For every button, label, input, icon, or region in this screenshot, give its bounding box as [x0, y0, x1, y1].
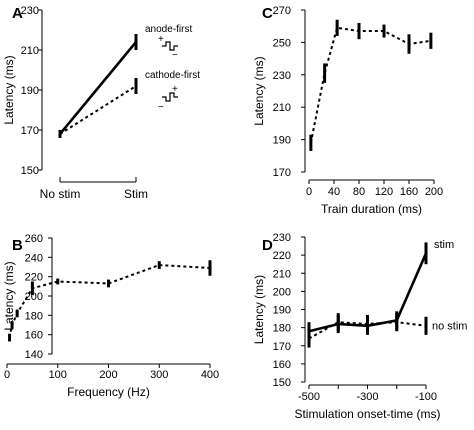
y-axis: 150 170 190 210 230 Latency (ms) — [2, 5, 43, 177]
x-axis: -500 -300 -100 Stimulation onset-time (ms) — [294, 384, 441, 421]
y-axis-label: Latency (ms) — [252, 56, 266, 125]
x-tick-label: 200 — [425, 186, 443, 198]
y-tick-label: 170 — [273, 167, 291, 179]
y-tick-label: 190 — [21, 85, 39, 97]
panel-letter: D — [262, 237, 273, 254]
plus-sign: + — [158, 34, 164, 45]
y-axis: 170 190 210 230 250 270 Latency (ms) — [252, 5, 306, 179]
x-tick-label: No stim — [40, 187, 81, 201]
series-anode-first — [58, 34, 138, 138]
x-tick-label: 200 — [99, 369, 117, 381]
series-0 — [8, 260, 212, 342]
y-tick-label: 230 — [21, 5, 39, 17]
y-tick-label: 220 — [25, 272, 43, 284]
legend-stim: stim — [434, 239, 454, 251]
series-line — [309, 26, 432, 144]
x-tick-label: -300 — [356, 391, 378, 403]
legend-anode-first: anode-first — [145, 24, 192, 35]
y-tick-label: 270 — [273, 5, 291, 17]
y-tick-label: 170 — [273, 341, 291, 353]
panel-a: A 150 170 190 210 230 Latency (ms) No stim Stim a… — [2, 5, 200, 201]
y-tick-label: 180 — [25, 310, 43, 322]
panel-d: D 150 160 170 180 190 200 210 220 230 Latency (ms)… — [252, 232, 467, 421]
x-tick-label: -100 — [415, 391, 437, 403]
x-axis-label: Frequency (Hz) — [67, 385, 150, 399]
y-tick-label: 190 — [273, 135, 291, 147]
y-tick-label: 150 — [21, 165, 39, 177]
y-tick-label: 260 — [25, 233, 43, 245]
y-tick-label: 160 — [25, 330, 43, 342]
panel-letter: C — [262, 5, 273, 22]
pulse-icon — [162, 41, 178, 51]
y-axis: 150 160 170 180 190 200 210 220 230 Latency (ms) — [252, 232, 306, 389]
x-tick-label: 100 — [49, 369, 67, 381]
x-tick-label: 0 — [4, 369, 10, 381]
panel-letter: B — [12, 237, 23, 254]
y-tick-label: 200 — [273, 286, 291, 298]
x-tick-label: Stim — [124, 187, 148, 201]
x-axis-label: Stimulation onset-time (ms) — [294, 407, 440, 421]
panel-letter: A — [12, 5, 23, 22]
series-line — [58, 41, 138, 135]
minus-sign: − — [172, 50, 178, 61]
x-tick-label: 0 — [306, 186, 312, 198]
x-tick-label: 80 — [353, 186, 365, 198]
x-axis: 0 100 200 300 400 Frequency (Hz) — [4, 363, 219, 399]
y-tick-label: 160 — [273, 359, 291, 371]
series-no-stim — [307, 313, 428, 348]
x-axis: No stim Stim — [40, 177, 148, 201]
y-tick-label: 180 — [273, 323, 291, 335]
y-tick-label: 140 — [25, 349, 43, 361]
plus-sign: + — [172, 84, 178, 95]
pulse-icon — [162, 92, 178, 102]
legend-no-stim: no stim — [432, 320, 467, 332]
panel-c: C 170 190 210 230 250 270 Latency (ms) 0 40 80 120 1… — [252, 5, 443, 216]
y-tick-label: 240 — [25, 252, 43, 264]
legend-cathode-first: cathode-first — [145, 70, 200, 81]
y-tick-label: 190 — [273, 305, 291, 317]
y-tick-label: 170 — [21, 125, 39, 137]
y-axis-label: Latency (ms) — [252, 275, 266, 344]
y-tick-label: 220 — [273, 250, 291, 262]
series-cathode-first — [58, 78, 138, 138]
y-tick-label: 150 — [273, 377, 291, 389]
x-tick-label: -500 — [298, 391, 320, 403]
x-tick-label: 40 — [328, 186, 340, 198]
y-tick-label: 210 — [21, 45, 39, 57]
y-tick-label: 210 — [273, 268, 291, 280]
y-axis-label: Latency (ms) — [2, 261, 16, 330]
series-line — [59, 85, 137, 135]
y-axis-label: Latency (ms) — [2, 55, 16, 124]
x-tick-label: 160 — [400, 186, 418, 198]
x-tick-label: 300 — [150, 369, 168, 381]
y-tick-label: 210 — [273, 102, 291, 114]
y-tick-label: 250 — [273, 37, 291, 49]
minus-sign: − — [158, 102, 164, 113]
y-tick-label: 230 — [273, 70, 291, 82]
x-axis-label: Train duration (ms) — [321, 202, 422, 216]
x-tick-label: 400 — [201, 369, 219, 381]
series-0 — [309, 19, 433, 151]
panel-b: B 140 160 180 200 220 240 260 Latency (ms) 0 100 20… — [2, 233, 219, 399]
x-tick-label: 120 — [375, 186, 393, 198]
y-tick-label: 230 — [273, 232, 291, 244]
